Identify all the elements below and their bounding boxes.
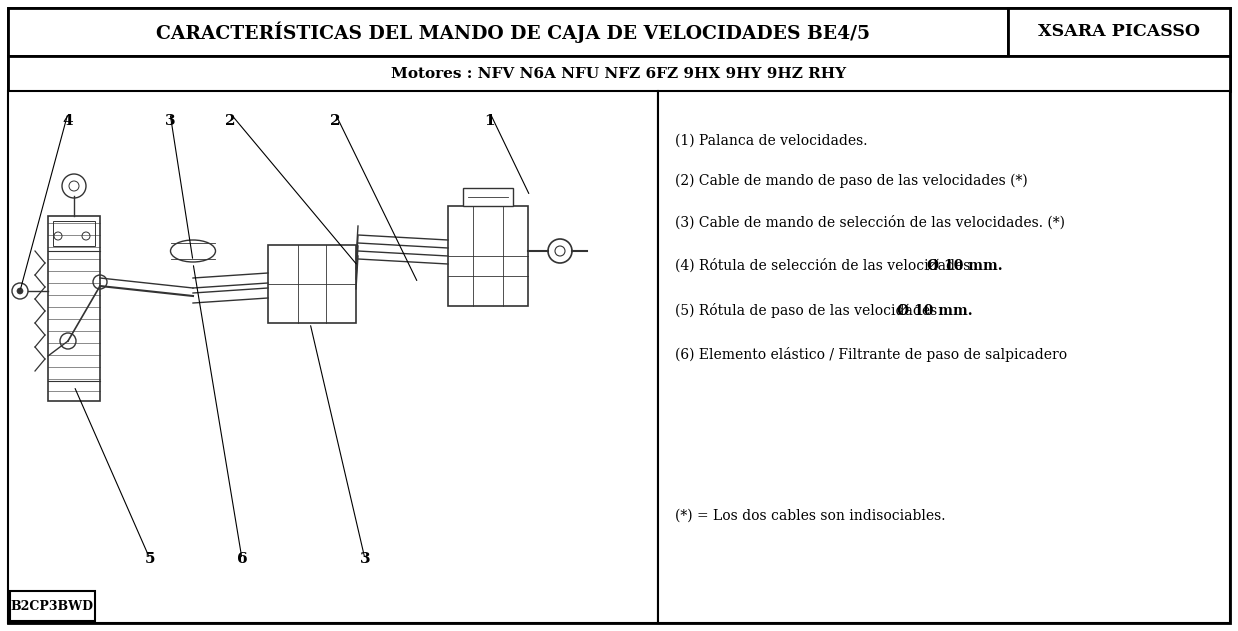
Bar bbox=[53, 221, 95, 246]
Text: (1) Palanca de velocidades.: (1) Palanca de velocidades. bbox=[675, 134, 868, 148]
Text: B2CP3BWD: B2CP3BWD bbox=[10, 599, 94, 613]
Text: XSARA PICASSO: XSARA PICASSO bbox=[1037, 23, 1200, 40]
Text: 4: 4 bbox=[63, 114, 73, 128]
Bar bbox=[448, 206, 527, 306]
Text: (3) Cable de mando de selección de las velocidades. (*): (3) Cable de mando de selección de las v… bbox=[675, 216, 1065, 230]
Text: Motores : NFV N6A NFU NFZ 6FZ 9HX 9HY 9HZ RHY: Motores : NFV N6A NFU NFZ 6FZ 9HX 9HY 9H… bbox=[391, 67, 847, 81]
Bar bbox=[7, 56, 1231, 91]
Bar bbox=[463, 188, 513, 206]
Bar bbox=[7, 8, 1008, 56]
Text: Ø 10 mm.: Ø 10 mm. bbox=[898, 304, 973, 318]
Text: 3: 3 bbox=[360, 552, 370, 566]
Circle shape bbox=[17, 288, 24, 294]
Bar bbox=[48, 216, 100, 401]
Text: (4) Rótula de selección de las velocidades: (4) Rótula de selección de las velocidad… bbox=[675, 259, 974, 273]
Text: 5: 5 bbox=[145, 552, 155, 566]
Text: CARACTERÍSTICAS DEL MANDO DE CAJA DE VELOCIDADES BE4/5: CARACTERÍSTICAS DEL MANDO DE CAJA DE VEL… bbox=[156, 21, 870, 43]
Text: 2: 2 bbox=[329, 114, 340, 128]
Text: 6: 6 bbox=[236, 552, 248, 566]
Text: Ø 10 mm.: Ø 10 mm. bbox=[926, 259, 1003, 273]
Text: 2: 2 bbox=[225, 114, 235, 128]
Text: (6) Elemento elástico / Filtrante de paso de salpicadero: (6) Elemento elástico / Filtrante de pas… bbox=[675, 348, 1067, 362]
Bar bbox=[659, 91, 1231, 623]
Text: 1: 1 bbox=[485, 114, 495, 128]
Text: 3: 3 bbox=[165, 114, 176, 128]
Bar bbox=[1008, 8, 1231, 56]
Bar bbox=[10, 591, 95, 621]
Text: (5) Rótula de paso de las velocidades: (5) Rótula de paso de las velocidades bbox=[675, 304, 942, 319]
Bar bbox=[7, 91, 659, 623]
Text: (2) Cable de mando de paso de las velocidades (*): (2) Cable de mando de paso de las veloci… bbox=[675, 174, 1028, 188]
Text: (*) = Los dos cables son indisociables.: (*) = Los dos cables son indisociables. bbox=[675, 509, 946, 523]
Bar bbox=[267, 245, 357, 323]
